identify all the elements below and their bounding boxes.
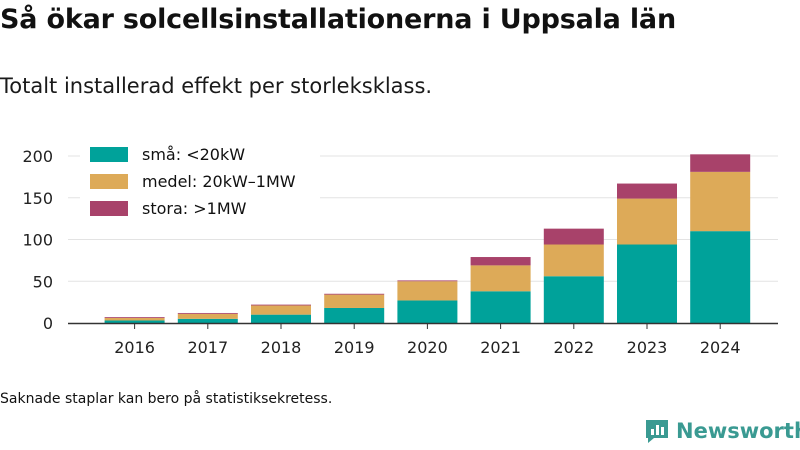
y-tick-label: 200 xyxy=(22,147,53,166)
legend: små: <20kW medel: 20kW–1MW stora: >1MW xyxy=(80,140,320,228)
chart-subtitle: Totalt installerad effekt per storlekskl… xyxy=(0,74,433,98)
bar-segment xyxy=(470,291,531,323)
y-axis-ticks: 0 50 100 150 200 xyxy=(22,147,53,333)
legend-swatch xyxy=(90,174,128,189)
legend-label: små: <20kW xyxy=(142,145,245,164)
newsworthy-logo-icon xyxy=(646,420,668,443)
bar-segment xyxy=(324,307,385,323)
legend-swatch xyxy=(90,147,128,162)
bar-segment xyxy=(470,257,531,266)
x-tick-label: 2023 xyxy=(627,338,668,357)
chart-title: Så ökar solcellsinstallationerna i Uppsa… xyxy=(0,4,676,35)
legend-swatch xyxy=(90,201,128,216)
bar-segment xyxy=(177,313,238,319)
x-tick-label: 2017 xyxy=(187,338,228,357)
x-tick-label: 2019 xyxy=(334,338,375,357)
x-tick-label: 2021 xyxy=(480,338,521,357)
bar-segment xyxy=(690,154,751,172)
bar-segment xyxy=(251,304,311,306)
bar-segment xyxy=(324,293,385,295)
bar-segment xyxy=(397,300,458,323)
y-tick-label: 0 xyxy=(43,314,53,333)
bar-segment xyxy=(617,244,677,323)
footnote: Saknade staplar kan bero på statistiksek… xyxy=(0,391,333,407)
x-axis-ticks: 2016 2017 2018 2019 2020 2021 2022 2023 2024 xyxy=(114,323,741,357)
bar-segment xyxy=(397,280,458,282)
bar-segment xyxy=(104,317,165,321)
bar-segment xyxy=(543,244,604,277)
bar-segment xyxy=(690,231,751,323)
x-tick-label: 2016 xyxy=(114,338,155,357)
bar-segment xyxy=(397,281,458,301)
bar-segment xyxy=(617,198,677,245)
bar-segment xyxy=(543,276,604,323)
legend-label: medel: 20kW–1MW xyxy=(142,172,296,191)
brand-logo: Newsworthy xyxy=(644,418,800,444)
bar-segment xyxy=(690,171,751,232)
x-tick-label: 2024 xyxy=(700,338,741,357)
x-tick-label: 2018 xyxy=(261,338,302,357)
bar-segment xyxy=(104,317,165,318)
bar-segment xyxy=(177,312,238,314)
bars xyxy=(104,154,751,323)
y-tick-label: 50 xyxy=(33,272,53,291)
bar-segment xyxy=(617,183,677,199)
stacked-bar-chart: 0 50 100 150 200 2016 2017 2018 2019 2020 2021 202… xyxy=(22,140,778,357)
bar-segment xyxy=(177,318,238,323)
bar-segment xyxy=(470,265,531,292)
x-tick-label: 2022 xyxy=(553,338,594,357)
x-tick-label: 2020 xyxy=(407,338,448,357)
y-tick-label: 150 xyxy=(22,189,53,208)
legend-label: stora: >1MW xyxy=(142,199,247,218)
brand-name: Newsworthy xyxy=(676,419,800,443)
y-tick-label: 100 xyxy=(22,231,53,250)
bar-segment xyxy=(324,294,385,308)
bar-segment xyxy=(251,314,311,323)
bar-segment xyxy=(104,320,165,323)
bar-segment xyxy=(251,305,311,315)
bar-segment xyxy=(543,228,604,245)
